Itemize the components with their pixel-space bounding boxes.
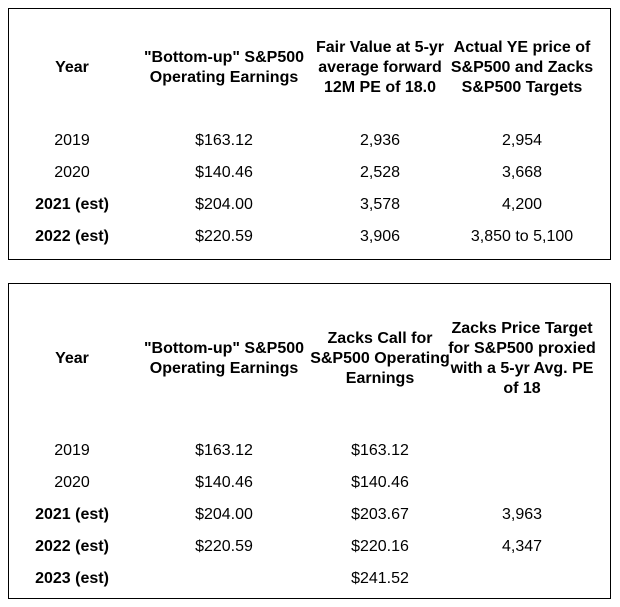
year-cell: 2023 (est) bbox=[35, 570, 109, 587]
value-cell: $163.12 bbox=[351, 442, 409, 459]
year-cell: 2020 bbox=[54, 164, 90, 181]
header-cell: Zacks Call for S&P500 Operating Earnings bbox=[310, 330, 450, 387]
value-cell: $220.59 bbox=[195, 228, 253, 245]
value-cell: $140.46 bbox=[195, 474, 253, 491]
value-cell: 2,936 bbox=[359, 132, 401, 149]
header-cell: "Bottom-up" S&P500 Operating Earnings bbox=[143, 340, 305, 377]
value-cell: 3,578 bbox=[359, 196, 401, 213]
value-cell: $163.12 bbox=[195, 132, 253, 149]
value-cell: $220.16 bbox=[351, 538, 409, 555]
value-cell: $203.67 bbox=[351, 506, 409, 523]
year-cell: 2022 (est) bbox=[35, 538, 109, 555]
header-cell: Actual YE price of S&P500 and Zacks S&P5… bbox=[450, 39, 594, 96]
year-cell: 2021 (est) bbox=[35, 506, 109, 523]
year-cell: 2019 bbox=[54, 442, 90, 459]
value-cell: 3,850 to 5,100 bbox=[470, 228, 574, 245]
year-cell: 2022 (est) bbox=[35, 228, 109, 245]
value-cell: $204.00 bbox=[195, 506, 253, 523]
year-cell: 2021 (est) bbox=[35, 196, 109, 213]
value-cell: 3,963 bbox=[501, 506, 543, 523]
value-cell: $140.46 bbox=[195, 164, 253, 181]
header-cell: Fair Value at 5-yr average forward 12M P… bbox=[315, 39, 445, 96]
value-cell: 4,347 bbox=[501, 538, 543, 555]
value-cell: $220.59 bbox=[195, 538, 253, 555]
header-cell: Year bbox=[55, 59, 89, 76]
value-cell: 3,906 bbox=[359, 228, 401, 245]
table-frame bbox=[8, 8, 611, 260]
value-cell: $163.12 bbox=[195, 442, 253, 459]
header-cell: Year bbox=[55, 350, 89, 367]
value-cell: 2,954 bbox=[501, 132, 543, 149]
header-cell: "Bottom-up" S&P500 Operating Earnings bbox=[143, 49, 305, 86]
table-frame bbox=[8, 283, 611, 599]
year-cell: 2019 bbox=[54, 132, 90, 149]
value-cell: $241.52 bbox=[351, 570, 409, 587]
value-cell: $204.00 bbox=[195, 196, 253, 213]
year-cell: 2020 bbox=[54, 474, 90, 491]
value-cell: $140.46 bbox=[351, 474, 409, 491]
value-cell: 4,200 bbox=[501, 196, 543, 213]
header-cell: Zacks Price Target for S&P500 proxied wi… bbox=[448, 320, 596, 397]
value-cell: 3,668 bbox=[501, 164, 543, 181]
value-cell: 2,528 bbox=[359, 164, 401, 181]
